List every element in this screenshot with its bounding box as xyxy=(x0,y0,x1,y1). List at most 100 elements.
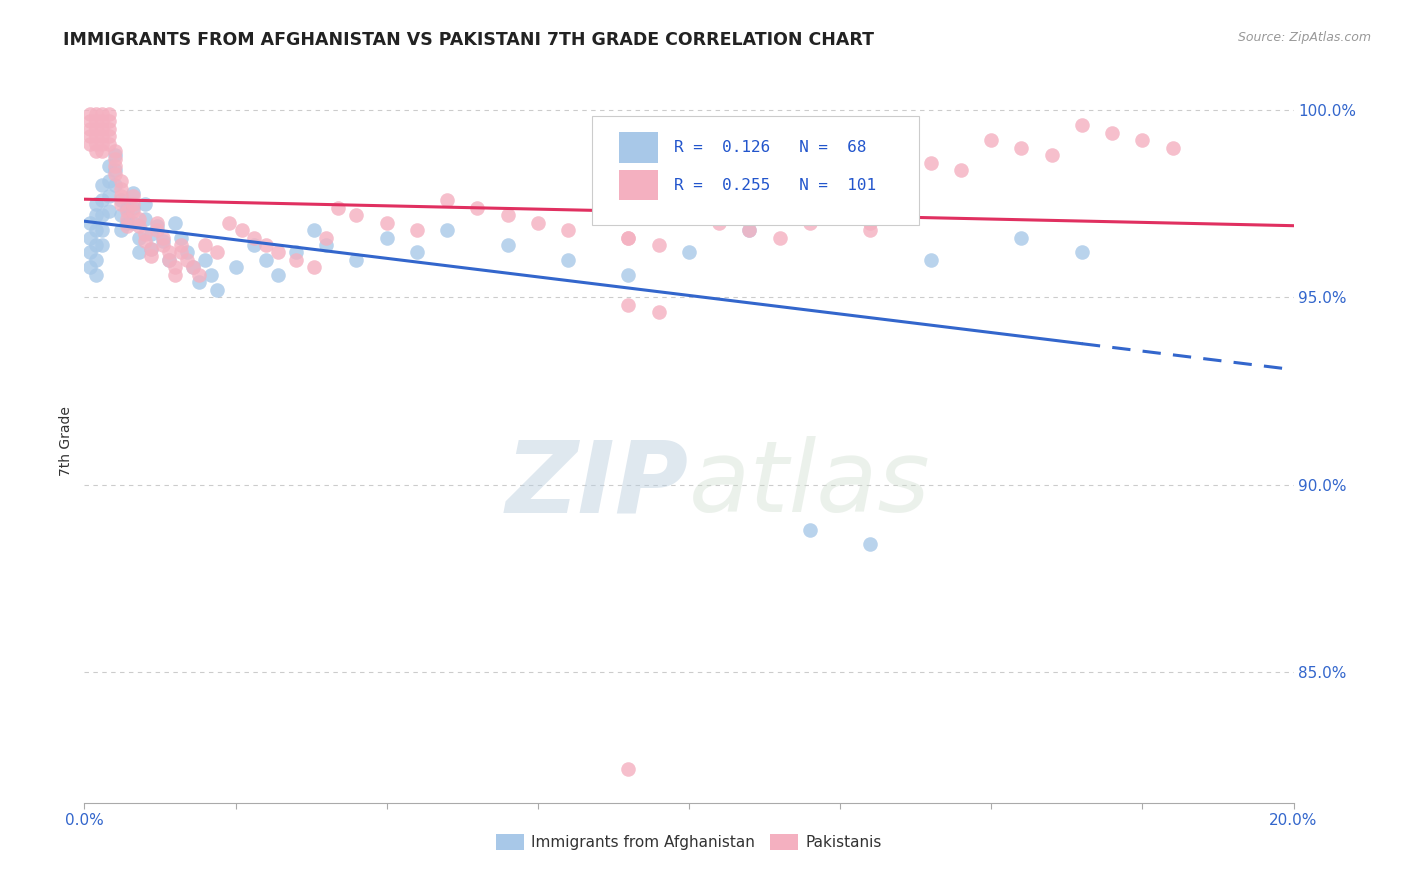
Point xyxy=(194,252,217,267)
Point xyxy=(91,145,114,159)
Point xyxy=(254,252,277,267)
FancyBboxPatch shape xyxy=(592,117,918,225)
Point xyxy=(242,230,264,244)
Point xyxy=(128,211,150,226)
Point xyxy=(146,215,169,229)
Point xyxy=(97,129,120,144)
Point xyxy=(980,133,1002,147)
Point xyxy=(152,234,174,248)
Point xyxy=(91,223,114,237)
Point xyxy=(157,252,180,267)
Point xyxy=(1161,141,1184,155)
Point xyxy=(188,268,211,282)
Point xyxy=(115,219,138,234)
Point xyxy=(86,145,108,159)
Text: R =  0.255   N =  101: R = 0.255 N = 101 xyxy=(675,178,876,193)
Point xyxy=(139,227,162,241)
Point xyxy=(91,178,114,193)
Point xyxy=(315,230,337,244)
Point xyxy=(110,193,132,207)
Point xyxy=(86,223,108,237)
Point xyxy=(375,215,398,229)
Point xyxy=(496,238,519,252)
Point xyxy=(436,223,458,237)
Point xyxy=(91,129,114,144)
Text: IMMIGRANTS FROM AFGHANISTAN VS PAKISTANI 7TH GRADE CORRELATION CHART: IMMIGRANTS FROM AFGHANISTAN VS PAKISTANI… xyxy=(63,31,875,49)
Point xyxy=(121,189,143,203)
Point xyxy=(799,523,821,537)
Point xyxy=(97,114,120,128)
Point xyxy=(617,298,640,312)
Point xyxy=(406,223,429,237)
Point xyxy=(104,148,127,162)
Point xyxy=(86,107,108,121)
Y-axis label: 7th Grade: 7th Grade xyxy=(59,407,73,476)
Point xyxy=(157,252,180,267)
Point xyxy=(181,260,204,275)
Point xyxy=(104,152,127,166)
Point xyxy=(110,174,132,188)
Point xyxy=(207,283,229,297)
Point xyxy=(91,193,114,207)
Point xyxy=(200,268,222,282)
Point xyxy=(859,223,882,237)
Point xyxy=(170,238,193,252)
Point xyxy=(799,215,821,229)
Point xyxy=(920,155,942,169)
Point xyxy=(86,252,108,267)
Point xyxy=(375,230,398,244)
Point xyxy=(139,242,162,256)
Point xyxy=(859,537,882,551)
Point xyxy=(86,238,108,252)
Point xyxy=(617,762,640,776)
Point xyxy=(128,245,150,260)
Point xyxy=(91,208,114,222)
Point xyxy=(890,186,912,200)
Point xyxy=(79,230,101,244)
Point xyxy=(110,208,132,222)
FancyBboxPatch shape xyxy=(619,132,658,162)
Point xyxy=(267,268,290,282)
Point xyxy=(165,260,187,275)
Point xyxy=(79,129,101,144)
Point xyxy=(115,201,138,215)
Point xyxy=(146,219,169,234)
Point xyxy=(97,174,120,188)
Point xyxy=(139,242,162,256)
Point xyxy=(302,223,325,237)
Point xyxy=(121,186,143,200)
Point xyxy=(254,238,277,252)
Point xyxy=(1011,141,1033,155)
Point xyxy=(104,178,127,193)
Point xyxy=(79,260,101,275)
Point xyxy=(121,215,143,229)
Point xyxy=(170,245,193,260)
Point xyxy=(738,208,761,222)
Point xyxy=(110,196,132,211)
Point xyxy=(110,182,132,196)
Point xyxy=(134,227,156,241)
Point xyxy=(648,305,671,319)
Point xyxy=(115,211,138,226)
Point xyxy=(91,136,114,151)
Point xyxy=(678,201,700,215)
Point xyxy=(176,245,198,260)
Point xyxy=(709,215,731,229)
Point xyxy=(285,245,308,260)
Point xyxy=(285,252,308,267)
Point xyxy=(678,245,700,260)
Point xyxy=(134,196,156,211)
Point xyxy=(146,223,169,237)
Point xyxy=(86,196,108,211)
Point xyxy=(799,201,821,215)
Point xyxy=(115,215,138,229)
FancyBboxPatch shape xyxy=(619,169,658,200)
Point xyxy=(104,145,127,159)
Point xyxy=(496,208,519,222)
Point xyxy=(1101,126,1123,140)
Point xyxy=(557,252,579,267)
Point xyxy=(225,260,247,275)
Point xyxy=(86,268,108,282)
Point xyxy=(121,204,143,219)
Point xyxy=(115,204,138,219)
